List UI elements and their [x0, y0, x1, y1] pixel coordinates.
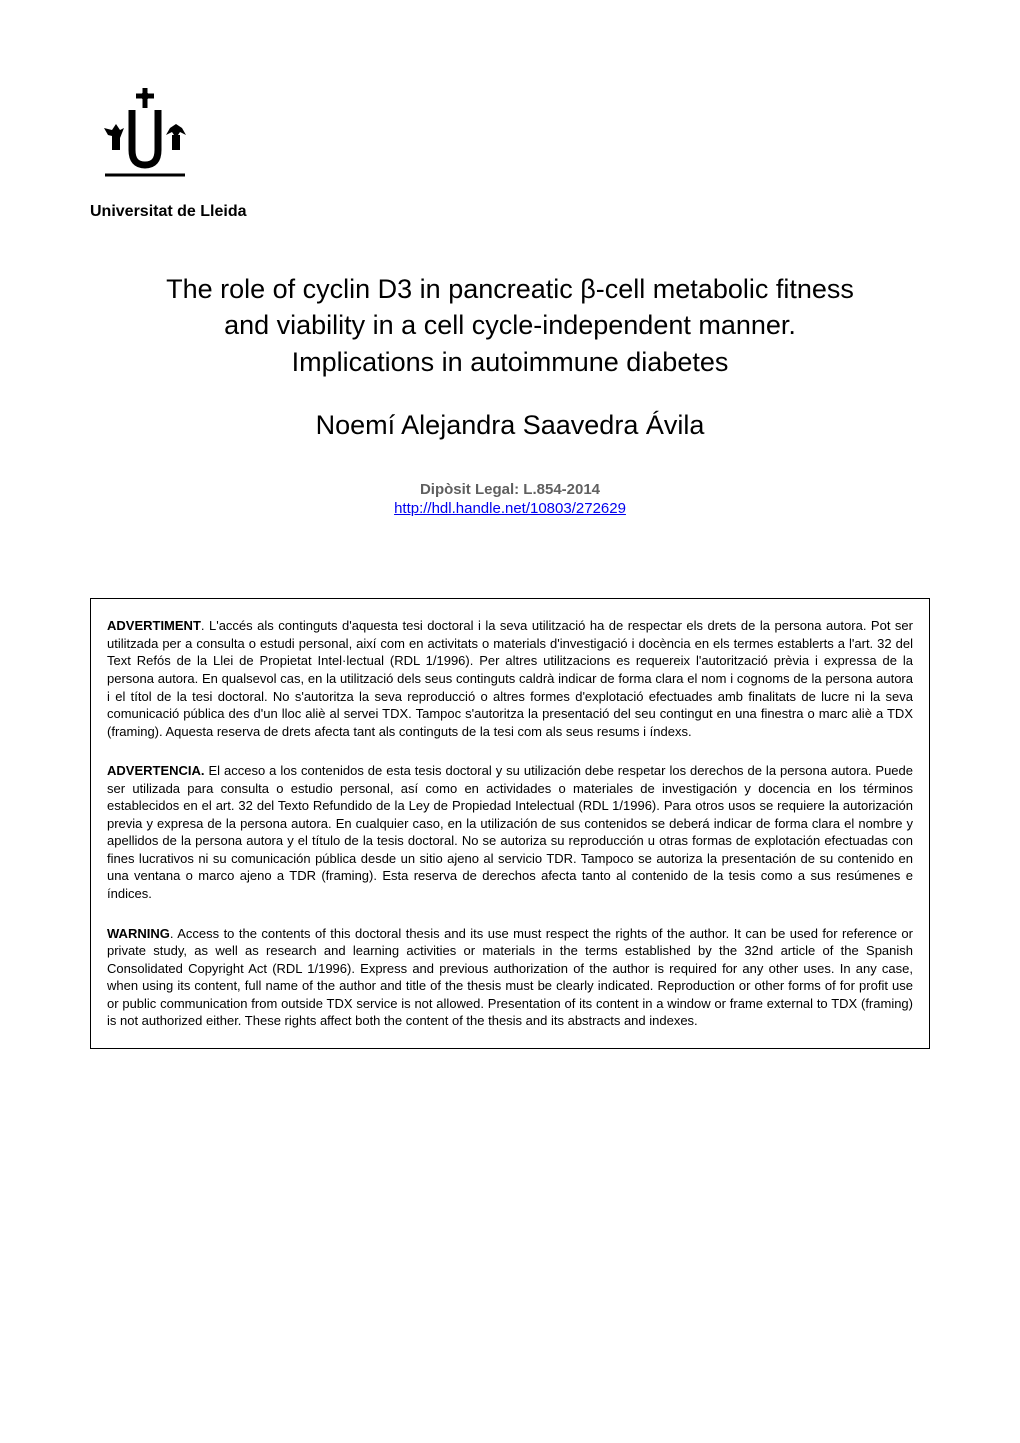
university-name: Universitat de Lleida: [90, 203, 930, 221]
notice-spanish: ADVERTENCIA. El acceso a los contenidos …: [107, 762, 913, 902]
notice-body-ca: . L'accés als continguts d'aquesta tesi …: [107, 618, 913, 738]
handle-link[interactable]: http://hdl.handle.net/10803/272629: [394, 500, 626, 517]
notice-heading-ca: ADVERTIMENT: [107, 618, 201, 633]
notice-catalan: ADVERTIMENT. L'accés als continguts d'aq…: [107, 617, 913, 740]
notice-heading-en: WARNING: [107, 926, 170, 941]
logo-section: Universitat de Lleida: [90, 80, 930, 221]
notice-english: WARNING. Access to the contents of this …: [107, 925, 913, 1030]
title-line-2: and viability in a cell cycle-independen…: [224, 310, 796, 340]
title-line-1: The role of cyclin D3 in pancreatic β-ce…: [166, 274, 854, 304]
title-block: The role of cyclin D3 in pancreatic β-ce…: [90, 271, 930, 441]
author-name: Noemí Alejandra Saavedra Ávila: [90, 410, 930, 441]
thesis-title: The role of cyclin D3 in pancreatic β-ce…: [90, 271, 930, 380]
notice-body-es: El acceso a los contenidos de esta tesis…: [107, 763, 913, 901]
notice-body-en: . Access to the contents of this doctora…: [107, 926, 913, 1029]
license-notice-box: ADVERTIMENT. L'accés als continguts d'aq…: [90, 598, 930, 1048]
deposit-block: Dipòsit Legal: L.854-2014 http://hdl.han…: [90, 481, 930, 518]
title-line-3: Implications in autoimmune diabetes: [292, 347, 729, 377]
deposit-legal: Dipòsit Legal: L.854-2014: [90, 481, 930, 498]
university-logo-icon: [90, 80, 200, 195]
notice-heading-es: ADVERTENCIA.: [107, 763, 205, 778]
